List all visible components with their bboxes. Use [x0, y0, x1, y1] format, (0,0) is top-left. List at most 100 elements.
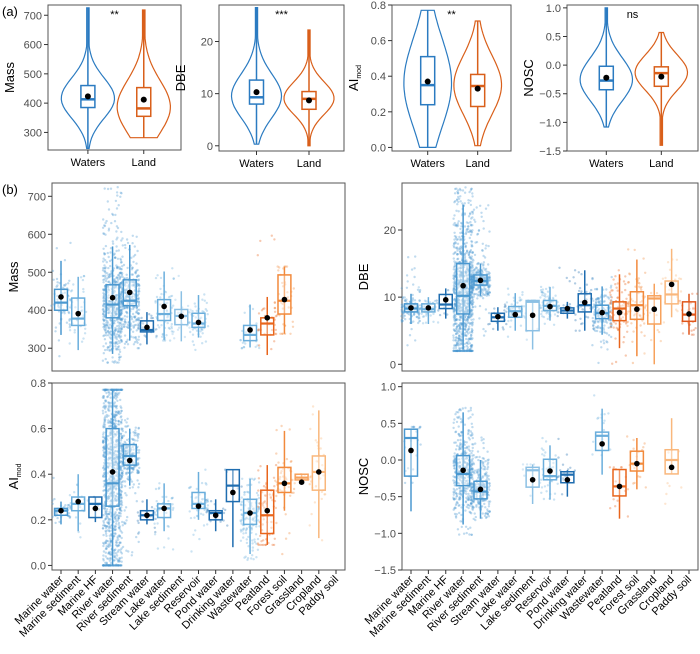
- data-point: [452, 246, 456, 249]
- data-point: [463, 225, 467, 228]
- data-point: [115, 307, 118, 311]
- data-point: [132, 326, 135, 329]
- data-point: [126, 307, 129, 310]
- data-point: [62, 284, 66, 287]
- data-point: [131, 266, 134, 269]
- data-point: [455, 344, 458, 347]
- data-point: [155, 336, 158, 339]
- data-point: [68, 494, 72, 497]
- data-point: [119, 313, 123, 317]
- data-point: [539, 306, 542, 310]
- data-point: [591, 319, 595, 323]
- data-point: [130, 335, 133, 338]
- data-point: [256, 344, 259, 347]
- data-point: [115, 249, 118, 253]
- data-point: [109, 330, 113, 333]
- data-point: [120, 422, 123, 425]
- data-point: [453, 320, 457, 323]
- data-point: [84, 310, 88, 314]
- data-point: [453, 288, 457, 291]
- data-point: [156, 522, 159, 525]
- data-point: [460, 252, 463, 255]
- data-point: [137, 312, 140, 315]
- data-point: [115, 348, 118, 351]
- data-point: [115, 297, 119, 301]
- data-point: [124, 291, 127, 294]
- data-point: [256, 537, 260, 541]
- data-point: [103, 270, 106, 273]
- data-point: [400, 310, 404, 313]
- data-point: [134, 429, 137, 432]
- significance-label: ***: [275, 9, 289, 21]
- data-point: [418, 311, 421, 315]
- data-point: [459, 271, 463, 274]
- data-point: [188, 311, 191, 314]
- data-point: [112, 307, 116, 311]
- data-point: [456, 224, 460, 227]
- data-point: [243, 311, 246, 314]
- data-point: [471, 321, 474, 324]
- data-point: [452, 306, 455, 309]
- data-point: [102, 302, 106, 305]
- y-tick-label: 20: [201, 37, 213, 49]
- data-point: [273, 323, 276, 327]
- data-point: [118, 321, 122, 324]
- data-point: [466, 267, 469, 271]
- data-point: [260, 309, 264, 312]
- data-point: [124, 289, 127, 292]
- data-point: [107, 280, 111, 283]
- data-point: [457, 191, 460, 195]
- data-point: [104, 410, 107, 414]
- data-point: [109, 396, 112, 399]
- data-point: [126, 266, 129, 270]
- data-point: [111, 242, 115, 245]
- data-point: [616, 282, 619, 285]
- data-point: [170, 325, 173, 328]
- data-point: [463, 349, 466, 353]
- data-point: [516, 301, 519, 304]
- data-point: [452, 306, 456, 309]
- data-point: [137, 486, 140, 489]
- data-point: [452, 349, 456, 353]
- data-point: [257, 329, 261, 332]
- data-point: [120, 326, 124, 329]
- data-point: [602, 295, 606, 298]
- data-point: [70, 289, 74, 292]
- data-point: [116, 278, 120, 281]
- data-point: [456, 222, 459, 225]
- data-point: [540, 312, 543, 316]
- data-point: [206, 325, 210, 328]
- data-point: [252, 478, 256, 481]
- data-point: [120, 415, 123, 418]
- data-point: [132, 343, 136, 346]
- data-point: [176, 328, 180, 331]
- data-point: [465, 341, 468, 345]
- data-point: [482, 261, 486, 264]
- data-point: [131, 234, 134, 237]
- data-point: [454, 237, 458, 240]
- data-point: [421, 315, 425, 318]
- data-point: [54, 330, 57, 333]
- data-point: [459, 238, 462, 242]
- data-point: [411, 293, 414, 297]
- data-point: [279, 332, 282, 335]
- data-point: [470, 296, 474, 299]
- data-point: [251, 546, 255, 549]
- data-point: [465, 318, 469, 321]
- data-point: [467, 338, 470, 341]
- data-point: [418, 299, 421, 302]
- data-point: [169, 295, 172, 298]
- data-point: [455, 325, 458, 329]
- data-point: [256, 548, 260, 551]
- data-point: [55, 277, 59, 281]
- data-point: [551, 296, 555, 300]
- data-point: [199, 335, 202, 338]
- data-point: [467, 221, 470, 225]
- data-point: [453, 238, 456, 241]
- data-point: [453, 310, 456, 313]
- data-point: [122, 467, 126, 470]
- box: [156, 298, 172, 322]
- data-point: [122, 277, 126, 280]
- data-point: [102, 247, 105, 250]
- data-point: [471, 299, 474, 302]
